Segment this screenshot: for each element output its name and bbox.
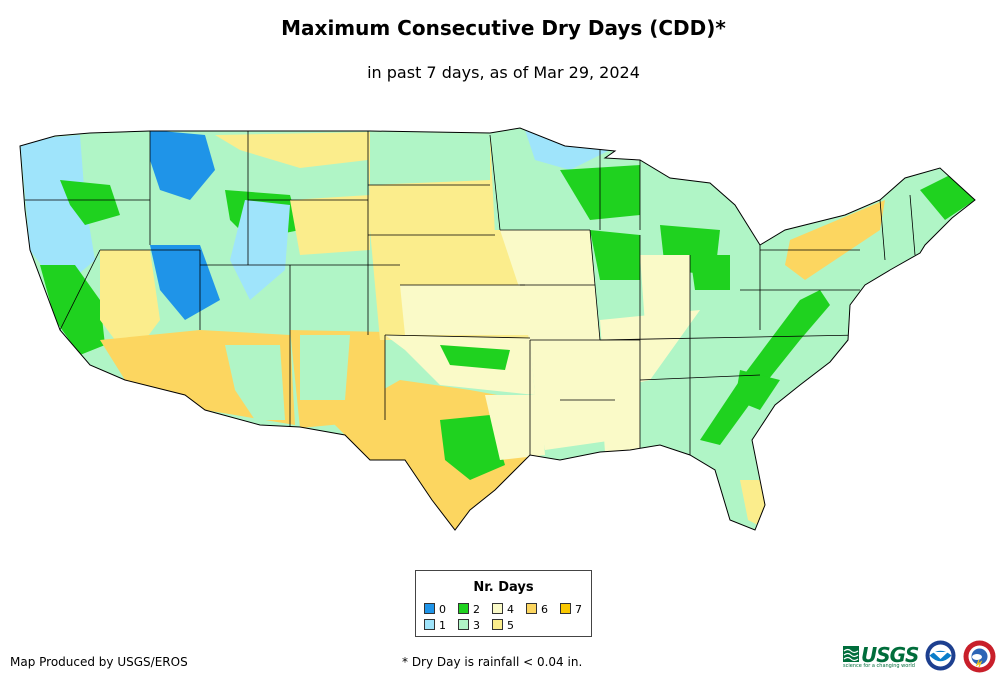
legend-swatch bbox=[526, 603, 537, 614]
region-il-green bbox=[590, 230, 640, 280]
legend-swatch bbox=[424, 603, 435, 614]
region-ks-light bbox=[400, 285, 530, 335]
region-idaho-blue bbox=[150, 130, 215, 200]
region-tx-green bbox=[440, 415, 505, 480]
national-weather-service-icon bbox=[963, 640, 996, 673]
map-title: Maximum Consecutive Dry Days (CDD)* bbox=[281, 16, 726, 40]
region-sc-green bbox=[735, 370, 780, 410]
legend-box: Nr. Days 0 1 2 3 4 5 6 7 bbox=[415, 570, 592, 637]
region-oh-green bbox=[690, 255, 730, 290]
legend-item-0: 0 bbox=[424, 603, 446, 616]
region-wy-yellow bbox=[290, 195, 370, 255]
legend-swatch bbox=[492, 619, 503, 630]
region-ok-green bbox=[440, 345, 510, 370]
legend-swatch bbox=[560, 603, 571, 614]
region-appalachian-green bbox=[700, 290, 830, 445]
usgs-logo: USGS science for a changing world bbox=[843, 643, 919, 669]
producer-credit: Map Produced by USGS/EROS bbox=[10, 655, 188, 669]
dry-day-footnote: * Dry Day is rainfall < 0.04 in. bbox=[402, 655, 583, 669]
legend-title: Nr. Days bbox=[473, 580, 534, 595]
legend-swatch bbox=[458, 619, 469, 630]
region-ny-yellow bbox=[785, 200, 885, 280]
us-cdd-map bbox=[19, 127, 976, 531]
state-boundaries bbox=[25, 131, 916, 455]
region-nm-light bbox=[300, 335, 350, 400]
region-mt-yellow bbox=[215, 132, 370, 168]
legend-item-3: 3 bbox=[458, 619, 480, 632]
region-nd-light bbox=[370, 132, 490, 185]
region-utah-blue bbox=[150, 245, 220, 320]
region-nv-yellow bbox=[100, 250, 160, 360]
region-wa-coast bbox=[20, 135, 95, 290]
region-ia-mo bbox=[500, 230, 600, 345]
legend-swatch bbox=[492, 603, 503, 614]
noaa-logo-icon bbox=[925, 640, 956, 671]
region-co-green bbox=[290, 255, 365, 320]
usgs-tagline: science for a changing world bbox=[843, 663, 915, 669]
region-nw-green bbox=[60, 180, 120, 225]
legend-item-5: 5 bbox=[492, 619, 514, 632]
region-co-blue bbox=[230, 200, 290, 300]
map-subtitle: in past 7 days, as of Mar 29, 2024 bbox=[367, 63, 640, 82]
legend-item-6: 6 bbox=[526, 603, 548, 616]
legend-item-7: 7 bbox=[560, 603, 582, 616]
region-ar-la bbox=[530, 340, 615, 450]
region-in bbox=[640, 255, 690, 325]
region-ca-north bbox=[40, 265, 105, 355]
legend-item-1: 1 bbox=[424, 619, 446, 632]
legend-item-2: 2 bbox=[458, 603, 480, 616]
usgs-wordmark: USGS bbox=[861, 643, 919, 667]
legend-item-4: 4 bbox=[492, 603, 514, 616]
legend-swatch bbox=[458, 603, 469, 614]
region-ms-al bbox=[600, 350, 640, 452]
region-mn-blue bbox=[525, 130, 610, 170]
region-az-green bbox=[225, 345, 285, 420]
legend-swatch bbox=[424, 619, 435, 630]
us-outline bbox=[19, 127, 976, 531]
usgs-wave-icon bbox=[843, 646, 859, 662]
